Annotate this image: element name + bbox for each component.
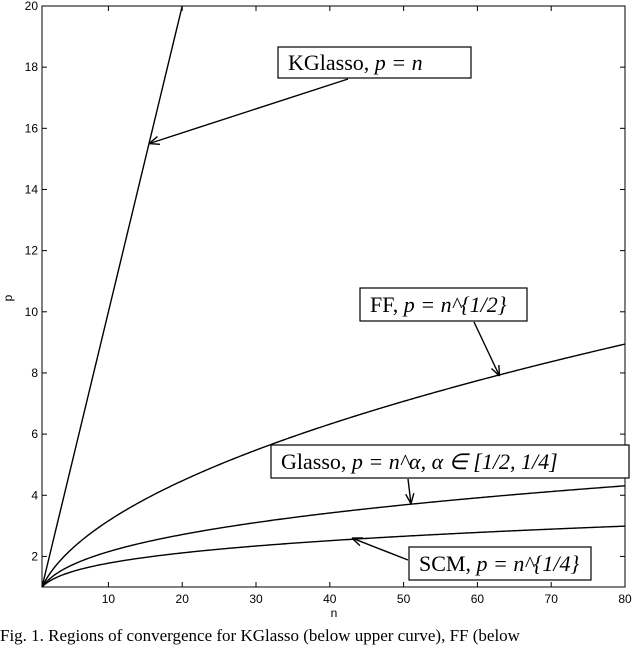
y-axis-label: p (1, 294, 15, 301)
annotation-glasso-math: p = n^α, α ∈ [1/2, 1/4] (350, 449, 558, 474)
svg-text:KGlasso, p = n: KGlasso, p = n (288, 50, 423, 75)
x-tick-label: 30 (249, 592, 263, 606)
annotation-glasso: Glasso, p = n^α, α ∈ [1/2, 1/4] (270, 444, 630, 479)
x-tick-label: 80 (618, 592, 632, 606)
curve-scm (41, 525, 626, 588)
x-tick-label: 40 (323, 592, 337, 606)
arrow-glasso (405, 478, 415, 505)
arrow-ff (473, 321, 501, 377)
y-tick-label: 10 (25, 305, 39, 319)
curve-glasso (41, 485, 626, 588)
x-tick-label: 60 (471, 592, 485, 606)
annotation-kglasso-math: p = n (373, 50, 423, 75)
arrow-kglasso (148, 78, 349, 146)
annotation-scm-label: SCM, (419, 551, 476, 576)
y-tick-label: 16 (25, 121, 39, 135)
y-tick-label: 18 (25, 60, 39, 74)
y-tick-label: 2 (31, 549, 38, 563)
arrow-scm (351, 537, 409, 561)
curve-ff (41, 343, 626, 588)
annotation-kglasso: KGlasso, p = n (277, 46, 472, 79)
curve-kglasso (41, 5, 183, 588)
annotation-ff-math: p = n^{1/2} (402, 292, 507, 317)
svg-text:FF, p = n^{1/2}: FF, p = n^{1/2} (370, 292, 507, 317)
x-tick-label: 20 (176, 592, 190, 606)
figure-caption: Fig. 1. Regions of convergence for KGlas… (0, 626, 520, 645)
y-tick-label: 12 (25, 244, 39, 258)
plot-frame (41, 5, 626, 588)
y-tick-label: 8 (31, 366, 38, 380)
svg-text:SCM, p = n^{1/4}: SCM, p = n^{1/4} (419, 551, 580, 576)
y-tick-label: 4 (31, 488, 38, 502)
annotation-kglasso-label: KGlasso, (288, 50, 375, 75)
annotation-glasso-label: Glasso, (281, 449, 352, 474)
annotation-ff: FF, p = n^{1/2} (359, 287, 528, 322)
x-tick-label: 50 (397, 592, 411, 606)
convergence-chart: 10 20 30 40 50 60 70 80 2 4 6 8 10 12 14 16 18 20 n p KGl… (1, 0, 632, 620)
x-tick-label: 70 (545, 592, 559, 606)
x-tick-label: 10 (102, 592, 116, 606)
annotation-scm-math: p = n^{1/4} (474, 551, 579, 576)
annotation-scm: SCM, p = n^{1/4} (408, 546, 592, 581)
x-axis-label: n (331, 606, 338, 620)
y-tick-label: 20 (25, 0, 39, 13)
y-tick-label: 6 (31, 427, 38, 441)
svg-text:Glasso, p = n^α, α ∈ [1/2, 1/4: Glasso, p = n^α, α ∈ [1/2, 1/4] (281, 449, 558, 474)
y-tick-label: 14 (25, 182, 39, 196)
annotation-ff-label: FF, (370, 292, 404, 317)
